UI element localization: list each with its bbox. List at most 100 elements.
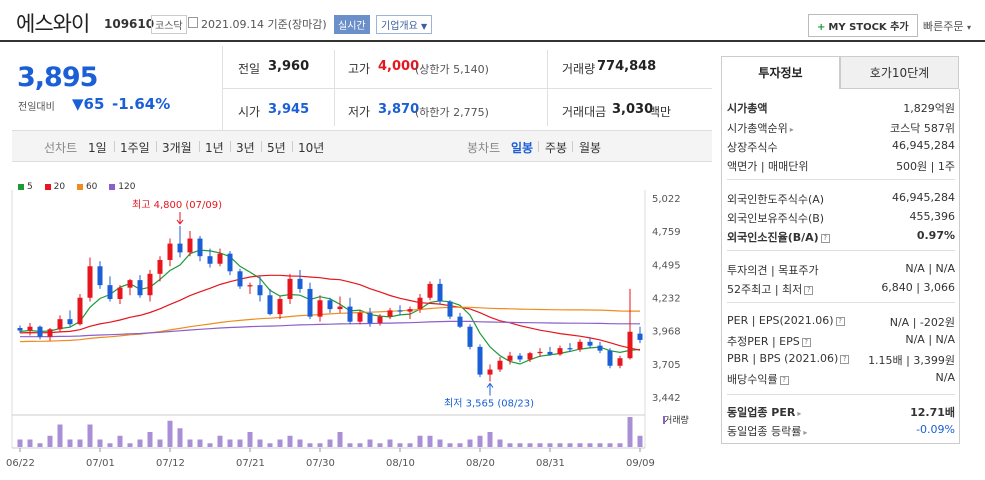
help-icon[interactable]: ? xyxy=(801,337,811,347)
candle-body xyxy=(397,310,403,312)
invest-info-label: PER | EPS(2021.06)? xyxy=(727,314,845,327)
candle-body xyxy=(337,306,343,310)
invest-info-label: 배당수익률? xyxy=(727,371,789,387)
divider xyxy=(222,88,712,89)
x-tick-label: 07/12 xyxy=(156,458,185,469)
help-icon[interactable]: ? xyxy=(820,233,830,243)
volume-bar xyxy=(137,439,143,447)
volume-bar xyxy=(117,435,123,447)
candle-monthly[interactable]: 월봉 xyxy=(579,141,602,155)
help-icon[interactable]: ? xyxy=(804,285,814,295)
stat-lower-limit: (하한가 2,775) xyxy=(415,106,489,119)
volume-bar xyxy=(37,443,43,447)
volume-bar xyxy=(567,443,573,447)
volume-bar xyxy=(17,439,23,447)
period-5y[interactable]: 5년 xyxy=(267,141,286,155)
candle-body xyxy=(317,300,323,317)
volume-bar xyxy=(157,439,163,447)
candle-weekly[interactable]: 주봉 xyxy=(545,141,568,155)
invest-info-value: N/A | N/A xyxy=(905,333,955,346)
candle-body xyxy=(547,351,553,355)
stat-low-label: 저가 xyxy=(348,105,371,119)
tab-invest-info[interactable]: 투자정보 xyxy=(721,56,840,89)
stat-open-value: 3,945 xyxy=(268,102,310,117)
volume-bar xyxy=(437,439,443,447)
corp-info-dropdown[interactable]: 기업개요 ▼ xyxy=(376,15,433,34)
volume-bar xyxy=(487,432,493,447)
chevron-down-icon: ▾ xyxy=(966,23,971,32)
chevron-down-icon: ▼ xyxy=(421,22,428,31)
legend-ma5: 5 xyxy=(18,182,33,192)
volume-bar xyxy=(237,439,243,447)
candle-body xyxy=(197,238,203,257)
volume-bar xyxy=(417,435,423,447)
candle-body xyxy=(417,297,423,310)
tab-order-book[interactable]: 호가10단계 xyxy=(840,56,959,89)
price-change: ▼65 xyxy=(72,95,105,113)
invest-info-label: 외국인한도주식수(A) xyxy=(727,193,825,206)
legend-ma60-swatch xyxy=(76,183,83,190)
candle-body xyxy=(637,333,643,340)
candle-body xyxy=(307,288,313,317)
help-icon[interactable]: ? xyxy=(779,375,789,385)
candle-body xyxy=(27,326,33,331)
my-stock-add-button[interactable]: + MY STOCK 추가 xyxy=(808,14,918,37)
stock-candle-chart[interactable]: 5,022 4,759 4,495 4,232 3,968 3,705 3,442 06/22… xyxy=(0,190,712,480)
period-3y[interactable]: 3년 xyxy=(236,141,255,155)
y-tick-label: 3,968 xyxy=(652,327,681,338)
period-1d[interactable]: 1일 xyxy=(88,141,107,155)
stat-amount-label: 거래대금 xyxy=(562,105,607,119)
candle-body xyxy=(107,285,113,300)
candle-body xyxy=(527,353,533,360)
invest-info-value: 1,829억원 xyxy=(903,102,955,115)
y-tick-label: 5,022 xyxy=(652,194,681,205)
period-1w[interactable]: 1주일 xyxy=(120,141,150,155)
stat-amount-value: 3,030 xyxy=(612,102,654,117)
invest-info-row: 동일업종 PER ▸ 12.71배 xyxy=(727,404,955,422)
candle-body xyxy=(37,326,43,337)
legend-ma20: 20 xyxy=(44,182,65,192)
low-arrow-icon xyxy=(486,382,494,388)
volume-bar xyxy=(307,443,313,447)
divider xyxy=(156,141,157,152)
price-change-rate: -1.64% xyxy=(112,95,171,113)
volume-bar xyxy=(297,439,303,447)
divider xyxy=(538,141,539,152)
invest-info-label: 52주최고 | 최저? xyxy=(727,281,814,297)
stat-high-label: 고가 xyxy=(348,62,371,76)
candle-body xyxy=(57,319,63,330)
period-3m[interactable]: 3개월 xyxy=(162,141,192,155)
low-annotation: 최저 3,565 (08/23) xyxy=(444,398,534,410)
candle-body xyxy=(147,273,153,296)
period-10y[interactable]: 10년 xyxy=(298,141,325,155)
x-tick-label: 07/30 xyxy=(306,458,335,469)
legend-ma5-swatch xyxy=(18,183,24,190)
divider xyxy=(572,141,573,152)
volume-bar xyxy=(187,439,193,447)
invest-info-label[interactable]: 동일업종 PER ▸ xyxy=(727,406,802,419)
help-icon[interactable]: ? xyxy=(835,316,845,326)
y-tick-label: 4,232 xyxy=(652,294,681,305)
realtime-button[interactable]: 실시간 xyxy=(334,15,370,34)
help-icon[interactable]: ? xyxy=(840,354,850,364)
candle-body xyxy=(137,280,143,296)
candle-body xyxy=(487,369,493,375)
market-badge: 코스닥 xyxy=(151,15,187,34)
invest-info-value: 코스닥 587위 xyxy=(890,122,955,135)
period-1y[interactable]: 1년 xyxy=(205,141,224,155)
invest-info-row: 외국인한도주식수(A) 46,945,284 xyxy=(727,191,955,209)
candle-chart-label: 봉차트 xyxy=(467,141,501,155)
quick-order-dropdown[interactable]: 빠른주문 ▾ xyxy=(923,20,971,33)
candle-daily[interactable]: 일봉 xyxy=(511,141,534,155)
volume-bar xyxy=(57,424,63,447)
stat-prev-value: 3,960 xyxy=(268,59,310,74)
invest-info-label[interactable]: 동일업종 등락률 ▸ xyxy=(727,425,808,438)
stat-prev-label: 전일 xyxy=(238,62,261,76)
ma-legend: 5 20 60 120 xyxy=(18,182,144,192)
x-tick-label: 07/21 xyxy=(236,458,265,469)
invest-info-label[interactable]: 시가총액순위 ▸ xyxy=(727,122,794,135)
volume-bar xyxy=(637,435,643,447)
volume-bar xyxy=(207,443,213,447)
stat-volume-label: 거래량 xyxy=(562,62,596,76)
candle-body xyxy=(237,271,243,287)
